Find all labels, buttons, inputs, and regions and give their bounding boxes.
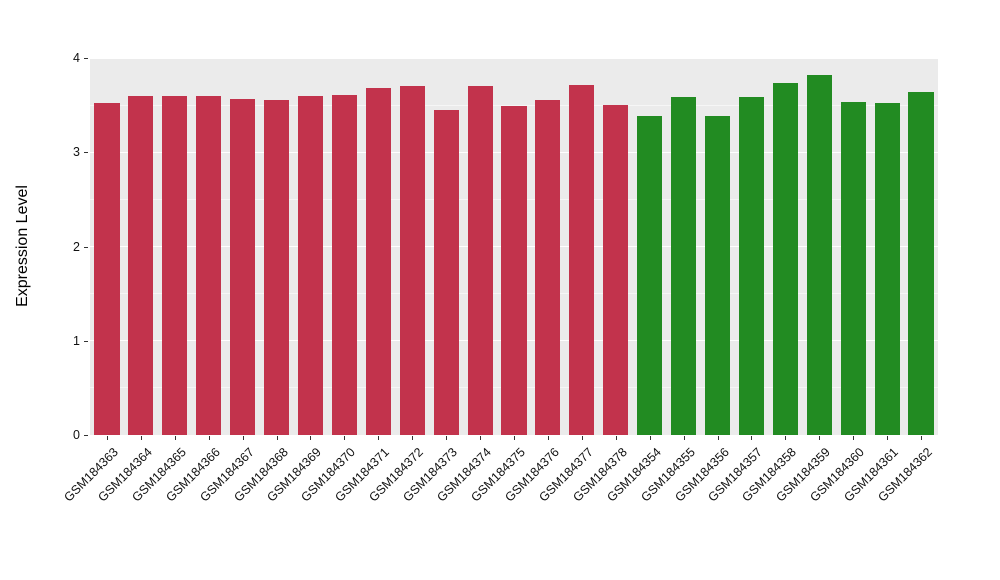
y-tick-label: 3 [73, 145, 80, 160]
bar [908, 91, 934, 435]
bar [569, 85, 595, 435]
x-tick-mark [174, 436, 176, 440]
major-gridline [90, 57, 938, 59]
bar [637, 115, 663, 435]
x-tick-mark [887, 436, 889, 440]
x-tick-mark [547, 436, 549, 440]
y-tick-mark [84, 58, 88, 59]
x-tick-mark [683, 436, 685, 440]
bar [467, 86, 493, 435]
bar [365, 88, 391, 435]
x-tick-mark [106, 436, 108, 440]
bar [806, 74, 832, 435]
x-tick-mark [785, 436, 787, 440]
y-tick-mark [84, 340, 88, 342]
x-tick-mark [615, 436, 617, 440]
y-tick-mark [84, 435, 88, 436]
bar [331, 94, 357, 435]
bar [297, 95, 324, 435]
bar [501, 106, 527, 435]
x-tick-mark [446, 436, 448, 440]
bar [772, 83, 798, 435]
x-tick-mark [717, 436, 719, 440]
y-tick-label: 0 [73, 428, 80, 442]
plot-panel [90, 57, 938, 436]
x-tick-mark [819, 436, 821, 440]
x-tick-mark [378, 436, 380, 440]
x-tick-mark [242, 436, 244, 440]
x-tick-mark [412, 436, 414, 440]
bar [874, 103, 900, 435]
x-tick-mark [208, 436, 210, 440]
bar [433, 109, 459, 435]
bar [230, 99, 256, 435]
y-tick-mark [84, 246, 88, 248]
bar [535, 100, 561, 435]
bar [738, 96, 764, 435]
x-tick-mark [310, 436, 312, 440]
bar [128, 95, 154, 435]
bar [94, 103, 120, 435]
x-tick-mark [480, 436, 482, 440]
x-tick-mark [921, 436, 923, 440]
bar [196, 95, 222, 435]
bar [603, 105, 629, 435]
major-gridline [90, 434, 938, 436]
bar [704, 115, 731, 435]
y-tick-label: 2 [73, 239, 80, 254]
minor-gridline [90, 104, 938, 106]
bar [671, 96, 697, 435]
x-tick-mark [140, 436, 142, 440]
x-tick-mark [853, 436, 855, 440]
x-tick-mark [276, 436, 278, 440]
bar [840, 102, 866, 435]
y-tick-mark [84, 152, 88, 154]
x-tick-mark [649, 436, 651, 440]
y-tick-label: 4 [73, 51, 80, 65]
x-tick-mark [514, 436, 515, 440]
y-tick-label: 1 [73, 333, 80, 348]
x-tick-mark [751, 436, 753, 440]
bar [264, 100, 290, 435]
x-tick-mark [581, 436, 583, 440]
bar [162, 95, 188, 435]
bar [399, 86, 425, 435]
x-tick-mark [344, 436, 346, 440]
